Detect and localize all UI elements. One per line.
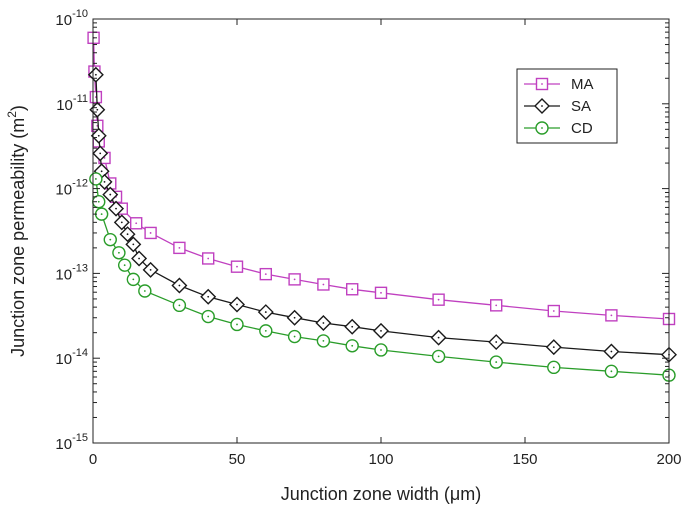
legend: MA SA CD	[516, 68, 618, 144]
x-axis-title: Junction zone width (μm)	[281, 484, 481, 504]
x-tick-label: 100	[368, 451, 393, 468]
data-point	[171, 277, 188, 294]
y-axis-title: Junction zone permeability (m2)	[5, 105, 28, 357]
data-point	[126, 272, 141, 287]
data-point	[432, 293, 445, 306]
data-point	[92, 145, 109, 162]
data-point	[112, 246, 126, 260]
ticks-layer: 0 50 100 150 200 10-10 10-11 10-12 10-13 10-14 10-…	[55, 8, 681, 468]
data-point	[545, 339, 562, 356]
data-point	[604, 364, 619, 379]
data-point	[119, 226, 136, 243]
x-tick-label: 150	[512, 451, 537, 468]
x-tick-label: 0	[89, 451, 97, 468]
legend-item: SA	[524, 98, 591, 115]
data-point	[103, 232, 117, 247]
series-layer	[87, 31, 677, 382]
y-axis-title-prefix: Junction zone permeability (m	[8, 118, 28, 357]
data-point	[286, 309, 303, 326]
legend-label: SA	[571, 98, 591, 115]
y-tick-label: 10-13	[55, 262, 88, 283]
data-point	[92, 195, 106, 209]
data-point	[603, 343, 620, 360]
legend-item: MA	[524, 76, 594, 93]
legend-marker	[535, 121, 549, 135]
data-point	[344, 318, 361, 335]
data-point	[87, 66, 104, 83]
data-point	[89, 172, 103, 186]
data-point	[257, 304, 274, 321]
y-tick-label: 10-11	[56, 93, 88, 114]
legend-marker	[535, 77, 549, 91]
legend-label: CD	[571, 120, 593, 137]
data-point	[90, 127, 107, 144]
data-point	[113, 214, 130, 231]
data-point	[373, 322, 389, 339]
y-tick-label: 10-15	[55, 432, 88, 453]
data-point	[172, 298, 187, 313]
data-point	[173, 241, 186, 255]
legend-marker	[534, 98, 550, 114]
data-point	[142, 261, 159, 278]
data-point	[547, 304, 560, 318]
data-point	[144, 226, 157, 240]
x-tick-label: 200	[656, 451, 681, 468]
data-point	[547, 360, 561, 375]
legend-label: MA	[571, 76, 594, 93]
x-tick-label: 50	[229, 451, 246, 468]
data-point	[230, 317, 244, 332]
data-point	[259, 267, 272, 281]
data-point	[288, 273, 301, 286]
data-point	[315, 315, 332, 331]
series-sa	[87, 66, 677, 363]
data-point	[201, 252, 215, 265]
data-point	[102, 186, 119, 203]
data-point	[230, 260, 244, 273]
data-point	[489, 355, 503, 369]
data-point	[138, 284, 152, 298]
data-point	[287, 329, 302, 344]
data-point	[131, 250, 148, 267]
data-point	[229, 296, 245, 313]
data-point	[345, 339, 359, 353]
data-point	[117, 258, 132, 272]
data-point	[430, 329, 447, 346]
y-axis-title-superscript: 2	[5, 111, 19, 118]
y-axis-title-suffix: )	[8, 105, 28, 111]
data-point	[346, 283, 359, 296]
data-point	[374, 286, 388, 300]
data-point	[200, 288, 217, 305]
data-point	[374, 343, 388, 357]
legend-item: CD	[524, 120, 593, 137]
y-tick-label: 10-12	[55, 178, 88, 199]
data-point	[259, 324, 273, 338]
data-point	[94, 207, 109, 221]
data-point	[317, 278, 330, 291]
y-tick-label: 10-10	[55, 8, 88, 29]
data-point	[490, 299, 503, 312]
data-point	[201, 309, 215, 324]
data-point	[605, 309, 618, 322]
data-point	[129, 217, 143, 230]
data-point	[89, 90, 103, 104]
y-tick-label: 10-14	[55, 347, 88, 368]
data-point	[125, 236, 142, 253]
data-point	[316, 334, 331, 348]
data-point	[89, 101, 106, 118]
data-point	[488, 334, 505, 351]
data-point	[431, 349, 446, 364]
series-cd	[89, 172, 676, 382]
data-point	[108, 200, 125, 217]
